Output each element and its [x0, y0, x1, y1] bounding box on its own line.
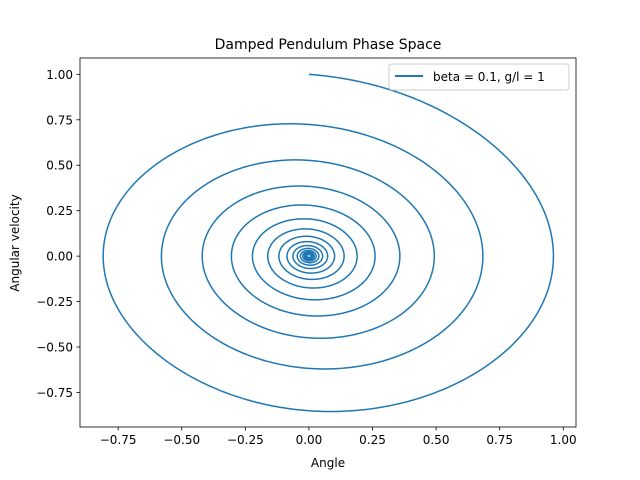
x-tick-label: 0.75: [486, 433, 513, 447]
y-tick-label: 0.00: [46, 250, 73, 264]
x-tick-label: −0.25: [227, 433, 264, 447]
y-tick-label: −0.50: [36, 341, 73, 355]
x-axis-ticks: −0.75 −0.50 −0.25 0.00 0.25 0.50 0.75 1.00: [100, 427, 577, 447]
legend: beta = 0.1, g/l = 1: [388, 63, 570, 91]
x-tick-label: 0.25: [359, 433, 386, 447]
x-tick-label: 0.00: [296, 433, 323, 447]
series-line-beta-0.1: [102, 73, 555, 413]
y-tick-label: −0.75: [36, 386, 73, 400]
x-axis-label: Angle: [311, 456, 345, 470]
legend-box: [388, 63, 570, 91]
x-tick-label: 0.50: [423, 433, 450, 447]
plot-area-frame: [79, 57, 577, 428]
x-tick-label: −0.50: [163, 433, 200, 447]
y-tick-label: 1.00: [46, 68, 73, 82]
y-axis-ticks: −0.75 −0.50 −0.25 0.00 0.25 0.50 0.75 1.00: [36, 68, 80, 400]
x-tick-label: −0.75: [100, 433, 137, 447]
y-axis-label: Angular velocity: [8, 194, 22, 291]
y-tick-label: 0.25: [46, 204, 73, 218]
legend-entry-label: beta = 0.1, g/l = 1: [433, 70, 545, 84]
chart-title: Damped Pendulum Phase Space: [215, 37, 442, 53]
y-tick-label: −0.25: [36, 295, 73, 309]
y-tick-label: 0.75: [46, 113, 73, 127]
x-tick-label: 1.00: [550, 433, 577, 447]
y-tick-label: 0.50: [46, 159, 73, 173]
